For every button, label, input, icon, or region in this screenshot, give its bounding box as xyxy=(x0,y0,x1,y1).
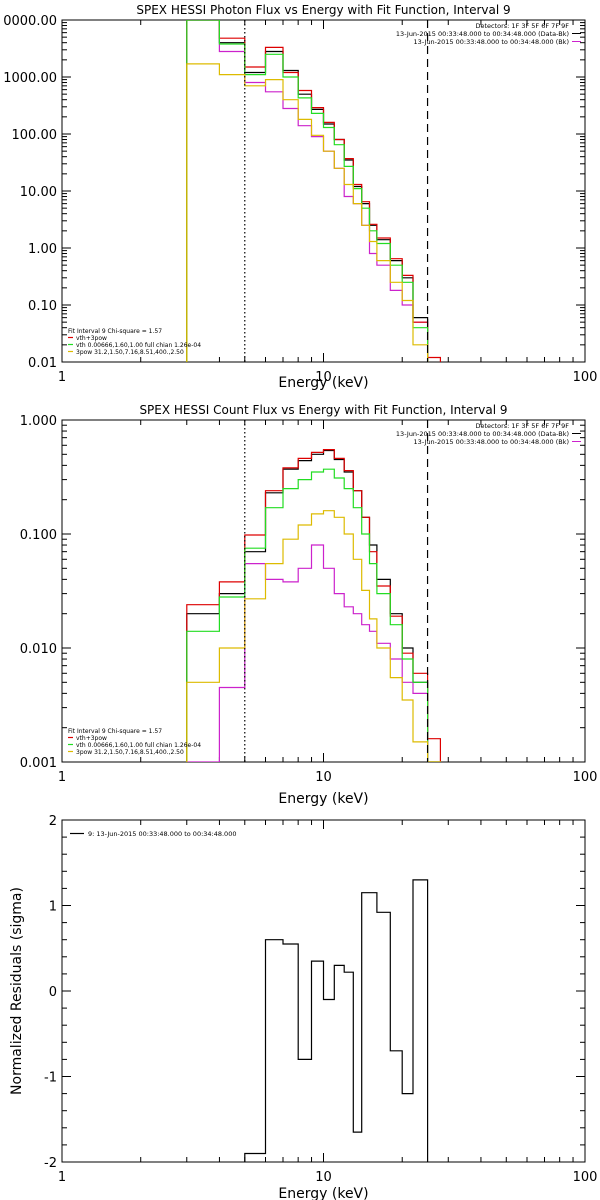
series-group xyxy=(186,449,441,762)
plot-frame xyxy=(61,19,586,363)
series-group xyxy=(244,879,429,1162)
series-line-3pow xyxy=(186,63,429,362)
legend-entry: vth+3pow xyxy=(76,335,107,342)
info-text: Detectors: 1F 3F 5F 6F 7F 9F xyxy=(475,422,569,430)
x-axis-label: Energy (keV) xyxy=(278,375,368,391)
x-tick-label: 100 xyxy=(573,1170,598,1185)
series-line-9-13-jun-2015-00-33-48-000-to-00-34-48-000 xyxy=(244,879,429,1162)
series-line-vth xyxy=(186,20,429,362)
y-tick-label: -1 xyxy=(44,1071,57,1086)
info-text: Detectors: 1F 3F 5F 6F 7F 9F xyxy=(475,22,569,30)
series-line-vth-3pow xyxy=(186,449,441,762)
y-tick-label: 0.100 xyxy=(20,528,57,543)
y-tick-label: 0.01 xyxy=(28,356,57,371)
chart-panel-1: SPEX HESSI Photon Flux vs Energy with Fi… xyxy=(3,3,597,391)
series-line-bk xyxy=(186,544,441,762)
legend-entry: vth 0.00666,1.60,1.00 full chian 1.26e-0… xyxy=(76,742,201,749)
legend-entry: Fit Interval 9 Chi-square = 1.57 xyxy=(68,728,162,735)
y-tick-label: 0.10 xyxy=(28,299,57,314)
x-axis-label: Energy (keV) xyxy=(278,791,368,807)
series-line-3pow xyxy=(186,510,441,762)
legend-entry: 3pow 31.2,1.50,7.16,8.51,400.,2.50 xyxy=(76,349,184,356)
info-text: 13-Jun-2015 00:33:48.000 to 00:34:48.000… xyxy=(414,38,569,46)
chart-title: SPEX HESSI Photon Flux vs Energy with Fi… xyxy=(136,3,510,17)
x-tick-label: 1 xyxy=(58,370,66,385)
chart-title: SPEX HESSI Count Flux vs Energy with Fit… xyxy=(139,403,507,417)
y-tick-label: 0.010 xyxy=(20,642,57,657)
y-tick-label: 1.00 xyxy=(28,242,57,257)
y-tick-label: 1000.00 xyxy=(3,71,57,86)
x-tick-label: 100 xyxy=(573,770,598,785)
y-axis-label: Normalized Residuals (sigma) xyxy=(9,887,25,1095)
series-group xyxy=(186,20,441,362)
legend-entry: Fit Interval 9 Chi-square = 1.57 xyxy=(68,328,162,335)
y-tick-label: 0 xyxy=(49,985,57,1000)
y-tick-label: 2 xyxy=(49,814,57,829)
y-tick-label: 0.001 xyxy=(20,756,57,771)
x-tick-label: 1 xyxy=(58,770,66,785)
info-text: 13-Jun-2015 00:33:48.000 to 00:34:48.000… xyxy=(414,438,569,446)
y-tick-label: 1.000 xyxy=(20,414,57,429)
y-tick-label: 0000.00 xyxy=(3,14,57,29)
y-tick-label: -2 xyxy=(44,1156,57,1171)
x-tick-label: 10 xyxy=(315,370,332,385)
chart-panel-3: 1 10 100 -2 -1 0 1 2 Energy (keV) Normalized Resi… xyxy=(9,814,597,1200)
y-tick-label: 10.00 xyxy=(20,185,57,200)
x-tick-label: 10 xyxy=(315,1170,332,1185)
info-text: 13-Jun-2015 00:33:48.000 to 00:34:48.000… xyxy=(396,430,569,438)
y-tick-label: 1 xyxy=(49,900,57,915)
y-tick-label: 100.00 xyxy=(12,128,58,143)
legend-entry: 3pow 31.2,1.50,7.16,8.51,400.,2.50 xyxy=(76,749,184,756)
x-axis-label: Energy (keV) xyxy=(278,1186,368,1200)
x-tick-label: 10 xyxy=(315,770,332,785)
chart-panel-2: SPEX HESSI Count Flux vs Energy with Fit… xyxy=(20,403,598,807)
legend-entry: 9: 13-Jun-2015 00:33:48.000 to 00:34:48.… xyxy=(88,830,236,838)
legend-entry: vth 0.00666,1.60,1.00 full chian 1.26e-0… xyxy=(76,342,201,349)
x-tick-label: 100 xyxy=(573,370,598,385)
x-tick-label: 1 xyxy=(58,1170,66,1185)
legend-entry: vth+3pow xyxy=(76,735,107,742)
info-text: 13-Jun-2015 00:33:48.000 to 00:34:48.000… xyxy=(396,30,569,38)
series-line-vth xyxy=(186,468,441,762)
